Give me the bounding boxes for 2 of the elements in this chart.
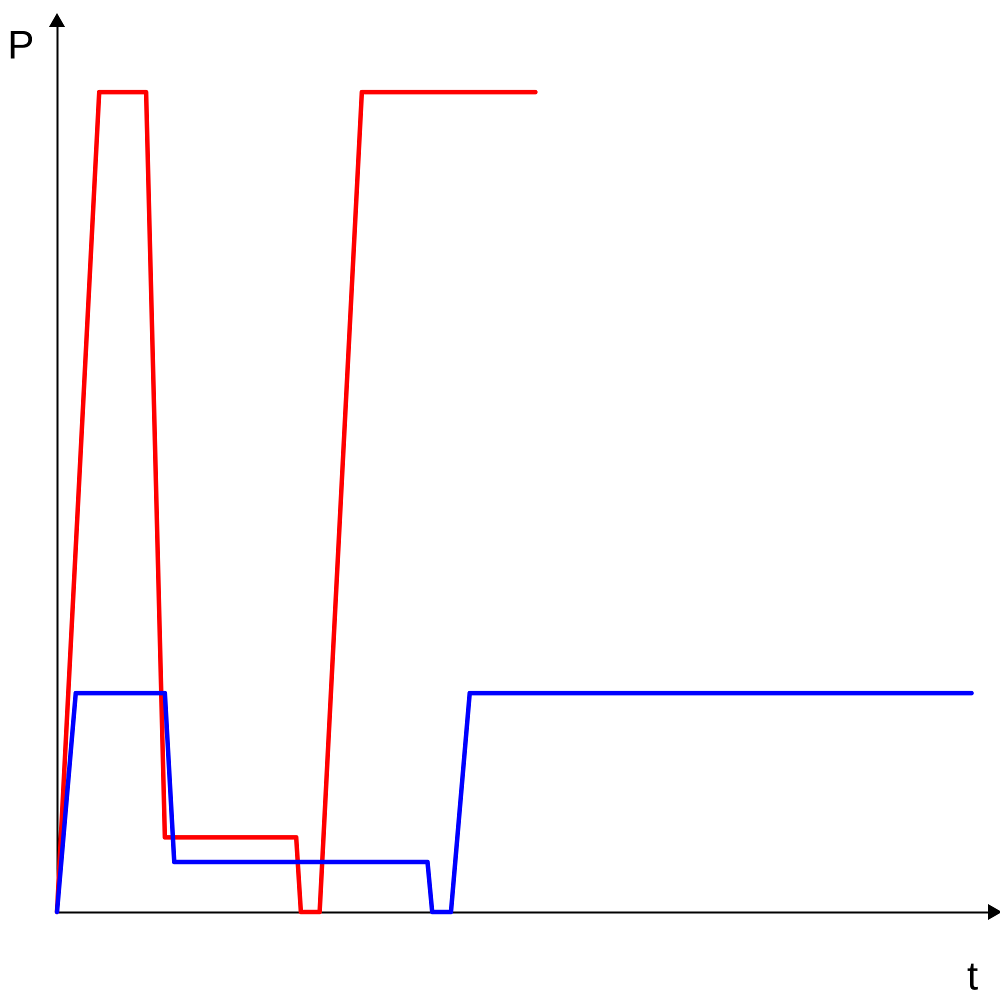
y-axis-title: P	[8, 24, 34, 68]
x-axis-title: t	[966, 954, 978, 998]
